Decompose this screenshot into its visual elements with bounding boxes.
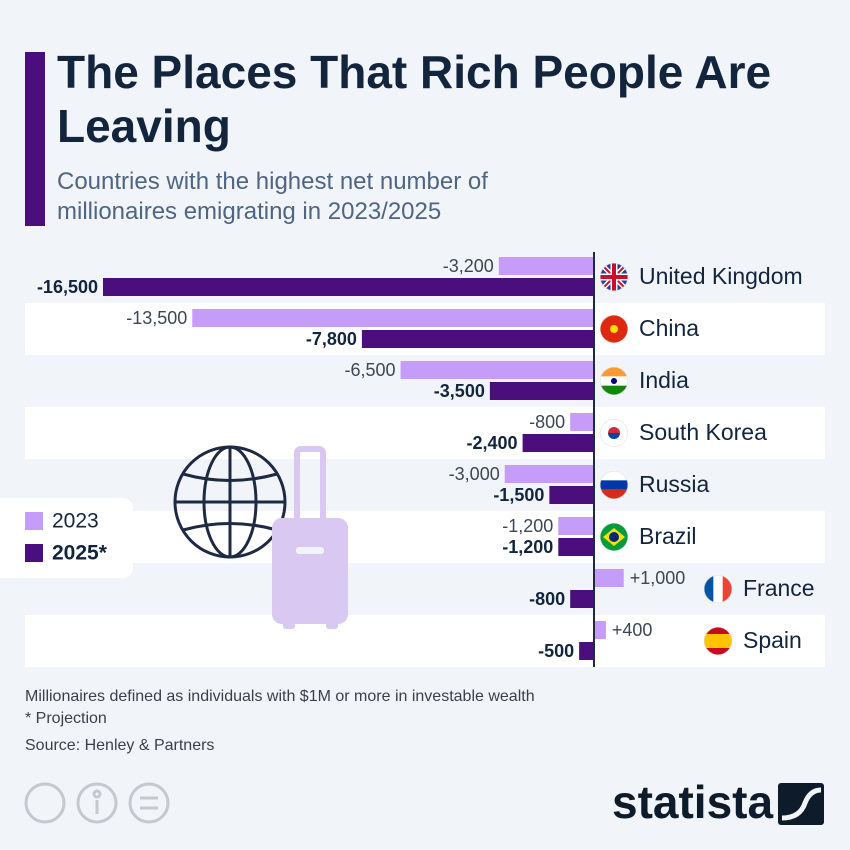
flag [704,627,732,655]
category-label: Spain [743,627,802,653]
category-label: United Kingdom [639,263,803,289]
bar [522,434,594,452]
value-label: -500 [538,641,574,661]
flag-stripe [722,575,732,603]
subtitle: Countries with the highest net number of… [57,168,488,225]
value-label: -3,200 [443,256,494,276]
bar [498,257,594,275]
value-label: -3,500 [434,381,485,401]
legend-label: 2023 [52,510,99,533]
flag-stripe [600,367,628,377]
legend: 2023 2025* [25,510,108,565]
legend-label: 2025* [52,542,108,565]
title: The Places That Rich People Are Leaving [57,46,772,152]
flag [600,523,628,551]
bar [558,538,594,556]
bar [570,590,594,608]
license-icons [24,782,170,824]
legend-swatch [25,544,43,562]
bar [558,517,594,535]
value-label: -13,500 [126,308,187,328]
value-label: +1,000 [630,568,686,588]
value-label: -1,200 [502,537,553,557]
category-label: France [743,575,815,601]
flag [600,367,628,395]
category-label: Russia [639,471,710,497]
bar [549,486,594,504]
value-label: -2,400 [467,433,518,453]
flag [600,315,628,343]
row-bands [25,303,825,667]
value-label: -800 [529,589,565,609]
value-label: -6,500 [345,360,396,380]
flag-stripe [704,634,732,648]
bar [594,621,606,639]
flag-dot [611,378,617,384]
flag [704,575,732,603]
note: Millionaires defined as individuals with… [25,688,535,705]
bars: -3,200 -16,500 United Kingdom -13,500 -7,800… [37,256,815,661]
value-label: -16,500 [37,277,98,297]
flag [600,471,628,499]
flag-cross [600,263,628,291]
value-label: -800 [529,412,565,432]
bar [594,569,624,587]
value-label: -1,200 [502,516,553,536]
note: * Projection [25,710,107,727]
bar [489,382,594,400]
flag-stripe [600,385,628,395]
flag-stripe [600,489,628,499]
bar [192,309,595,327]
accent-bar [25,52,45,226]
brand-logo: statista [612,776,773,828]
legend-swatch [25,512,43,530]
bar [400,361,594,379]
value-label: -7,800 [306,329,357,349]
row-band [25,511,825,563]
flag-dot [608,433,620,439]
category-label: South Korea [639,419,767,445]
bar [570,413,594,431]
suitcase-icon [272,446,348,629]
row-band [25,407,825,459]
row-band [25,615,825,667]
brand-mark [778,783,824,825]
bar [504,465,594,483]
category-label: China [639,315,699,341]
bar [579,642,594,660]
flag-dot [609,532,619,542]
flag-dot [608,427,620,433]
value-label: -1,500 [493,485,544,505]
bar [361,330,594,348]
flag-stripe [704,575,714,603]
source: Source: Henley & Partners [25,737,214,754]
value-label: -3,000 [449,464,500,484]
flag-dot [610,325,618,333]
category-label: India [639,367,689,393]
bar [103,278,594,296]
flag [600,263,628,291]
flag [600,419,628,447]
globe-icon [173,445,287,559]
value-label: +400 [612,620,653,640]
flag-stripe [600,480,628,490]
category-label: Brazil [639,523,697,549]
